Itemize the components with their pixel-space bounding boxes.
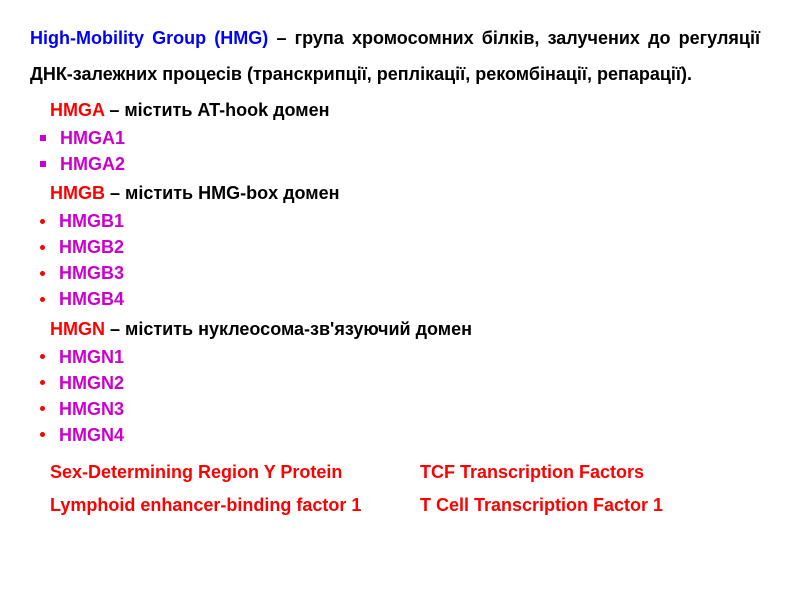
- list-item: HMGA2: [40, 151, 760, 177]
- member-list: HMGN1HMGN2HMGN3HMGN4: [40, 344, 760, 448]
- member-label: HMGA1: [60, 125, 125, 151]
- family-header: HMGN – містить нуклеосома-зв'язуючий дом…: [50, 319, 760, 340]
- member-label: HMGB3: [59, 260, 124, 286]
- member-label: HMGB4: [59, 286, 124, 312]
- family-description: – містить нуклеосома-зв'язуючий домен: [105, 319, 472, 339]
- round-bullet-icon: [40, 297, 45, 302]
- list-item: HMGB2: [40, 234, 760, 260]
- bottom-row1-right: TCF Transcription Factors: [420, 462, 760, 483]
- member-list: HMGA1HMGA2: [40, 125, 760, 177]
- member-label: HMGN4: [59, 422, 124, 448]
- member-label: HMGN3: [59, 396, 124, 422]
- member-label: HMGN2: [59, 370, 124, 396]
- round-bullet-icon: [40, 354, 45, 359]
- round-bullet-icon: [40, 271, 45, 276]
- round-bullet-icon: [40, 245, 45, 250]
- list-item: HMGN4: [40, 422, 760, 448]
- family-name: HMGA: [50, 100, 104, 120]
- member-label: HMGA2: [60, 151, 125, 177]
- list-item: HMGB4: [40, 286, 760, 312]
- bottom-grid: Sex-Determining Region Y Protein TCF Tra…: [50, 462, 760, 516]
- list-item: HMGN1: [40, 344, 760, 370]
- list-item: HMGA1: [40, 125, 760, 151]
- member-label: HMGN1: [59, 344, 124, 370]
- square-bullet-icon: [40, 161, 46, 167]
- round-bullet-icon: [40, 219, 45, 224]
- intro-paragraph: High-Mobility Group (HMG) – група хромос…: [30, 20, 760, 92]
- list-item: HMGB3: [40, 260, 760, 286]
- bottom-row2-right: T Cell Transcription Factor 1: [420, 495, 760, 516]
- intro-title: High-Mobility Group (HMG): [30, 28, 268, 48]
- square-bullet-icon: [40, 135, 46, 141]
- family-name: HMGN: [50, 319, 105, 339]
- families-container: HMGA – містить AT-hook доменHMGA1HMGA2HM…: [30, 100, 760, 448]
- member-label: HMGB1: [59, 208, 124, 234]
- bottom-row2-left: Lymphoid enhancer-binding factor 1: [50, 495, 410, 516]
- round-bullet-icon: [40, 380, 45, 385]
- bottom-row1-left: Sex-Determining Region Y Protein: [50, 462, 410, 483]
- family-header: HMGA – містить AT-hook домен: [50, 100, 760, 121]
- list-item: HMGN2: [40, 370, 760, 396]
- list-item: HMGB1: [40, 208, 760, 234]
- round-bullet-icon: [40, 406, 45, 411]
- family-name: HMGB: [50, 183, 105, 203]
- list-item: HMGN3: [40, 396, 760, 422]
- family-description: – містить HMG-box домен: [105, 183, 339, 203]
- round-bullet-icon: [40, 432, 45, 437]
- member-list: HMGB1HMGB2HMGB3HMGB4: [40, 208, 760, 312]
- family-header: HMGB – містить HMG-box домен: [50, 183, 760, 204]
- family-description: – містить AT-hook домен: [104, 100, 329, 120]
- member-label: HMGB2: [59, 234, 124, 260]
